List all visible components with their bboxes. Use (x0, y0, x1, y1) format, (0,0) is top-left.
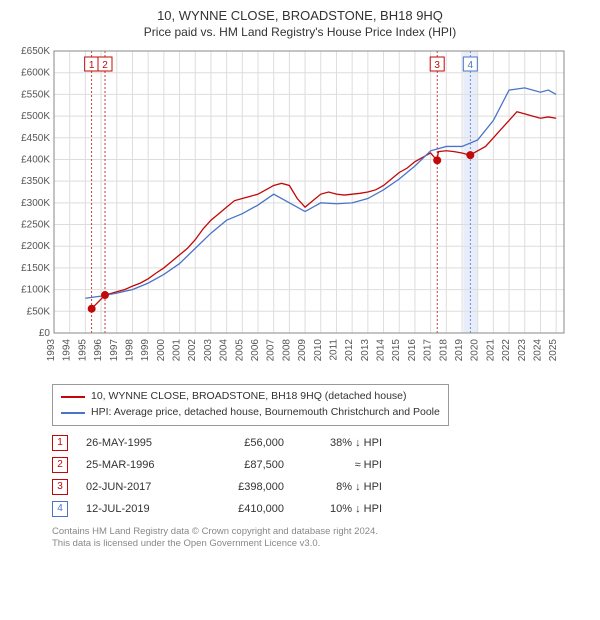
page-subtitle: Price paid vs. HM Land Registry's House … (12, 25, 588, 39)
svg-text:£200K: £200K (21, 241, 50, 252)
chart-area: £0 £50K £100K £150K £200K £250K £300K £350K £400… (12, 45, 588, 378)
svg-text:3: 3 (434, 60, 440, 71)
transaction-relative: 38% ↓ HPI (302, 437, 382, 449)
svg-text:£300K: £300K (21, 198, 50, 209)
svg-text:2020: 2020 (470, 339, 481, 362)
transaction-price: £398,000 (204, 481, 284, 493)
page-title: 10, WYNNE CLOSE, BROADSTONE, BH18 9HQ (12, 8, 588, 23)
transaction-badge: 3 (52, 479, 68, 495)
legend-label: HPI: Average price, detached house, Bour… (91, 405, 440, 421)
svg-text:2005: 2005 (234, 339, 245, 362)
transaction-date: 12-JUL-2019 (86, 503, 186, 515)
svg-text:2003: 2003 (203, 339, 214, 362)
legend-swatch (61, 412, 85, 414)
transaction-row: 2 25-MAR-1996 £87,500 ≈ HPI (52, 454, 588, 476)
svg-text:4: 4 (468, 60, 474, 71)
svg-text:2024: 2024 (532, 339, 543, 362)
svg-text:1999: 1999 (140, 339, 151, 362)
svg-text:£400K: £400K (21, 154, 50, 165)
svg-text:£600K: £600K (21, 68, 50, 79)
footer-attribution: Contains HM Land Registry data © Crown c… (52, 526, 588, 552)
svg-text:£550K: £550K (21, 89, 50, 100)
svg-text:£650K: £650K (21, 46, 50, 57)
svg-text:2010: 2010 (313, 339, 324, 362)
svg-text:1998: 1998 (124, 339, 135, 362)
svg-text:1: 1 (89, 60, 95, 71)
footer-line-1: Contains HM Land Registry data © Crown c… (52, 526, 588, 539)
transaction-badge: 2 (52, 457, 68, 473)
svg-text:2016: 2016 (407, 339, 418, 362)
svg-text:2014: 2014 (376, 339, 387, 362)
svg-text:2015: 2015 (391, 339, 402, 362)
legend-row: HPI: Average price, detached house, Bour… (61, 405, 440, 421)
svg-text:2007: 2007 (266, 339, 277, 362)
svg-text:2025: 2025 (548, 339, 559, 362)
transaction-relative: ≈ HPI (302, 459, 382, 471)
legend: 10, WYNNE CLOSE, BROADSTONE, BH18 9HQ (d… (52, 384, 449, 426)
svg-text:2000: 2000 (156, 339, 167, 362)
svg-text:2021: 2021 (485, 339, 496, 362)
svg-text:2013: 2013 (360, 339, 371, 362)
legend-label: 10, WYNNE CLOSE, BROADSTONE, BH18 9HQ (d… (91, 389, 407, 405)
transaction-relative: 10% ↓ HPI (302, 503, 382, 515)
svg-text:£150K: £150K (21, 263, 50, 274)
transaction-badge: 1 (52, 435, 68, 451)
svg-text:2018: 2018 (438, 339, 449, 362)
transaction-row: 1 26-MAY-1995 £56,000 38% ↓ HPI (52, 432, 588, 454)
transaction-date: 26-MAY-1995 (86, 437, 186, 449)
svg-text:£50K: £50K (27, 306, 51, 317)
transaction-row: 3 02-JUN-2017 £398,000 8% ↓ HPI (52, 476, 588, 498)
svg-text:£100K: £100K (21, 285, 50, 296)
svg-text:2023: 2023 (517, 339, 528, 362)
chart-svg: £0 £50K £100K £150K £200K £250K £300K £350K £400… (12, 45, 572, 375)
svg-text:£350K: £350K (21, 176, 50, 187)
svg-text:1993: 1993 (46, 339, 57, 362)
svg-text:£450K: £450K (21, 133, 50, 144)
svg-text:2009: 2009 (297, 339, 308, 362)
svg-text:2022: 2022 (501, 339, 512, 362)
transaction-price: £56,000 (204, 437, 284, 449)
svg-text:2004: 2004 (219, 339, 230, 362)
transaction-date: 02-JUN-2017 (86, 481, 186, 493)
svg-text:2008: 2008 (281, 339, 292, 362)
svg-text:£500K: £500K (21, 111, 50, 122)
svg-text:1994: 1994 (62, 339, 73, 362)
transactions-table: 126-MAY-1995£56,00038% ↓ HPI225-MAR-1996… (52, 432, 588, 520)
svg-text:2001: 2001 (172, 339, 183, 362)
svg-text:1997: 1997 (109, 339, 120, 362)
transaction-row: 4 12-JUL-2019 £410,000 10% ↓ HPI (52, 498, 588, 520)
svg-text:£0: £0 (39, 328, 51, 339)
svg-text:2017: 2017 (423, 339, 434, 362)
transaction-badge: 4 (52, 501, 68, 517)
transaction-price: £410,000 (204, 503, 284, 515)
svg-text:2011: 2011 (328, 339, 339, 361)
svg-text:2002: 2002 (187, 339, 198, 362)
svg-text:£250K: £250K (21, 220, 50, 231)
svg-text:2006: 2006 (250, 339, 261, 362)
svg-text:2: 2 (102, 60, 108, 71)
svg-text:1996: 1996 (93, 339, 104, 362)
transaction-date: 25-MAR-1996 (86, 459, 186, 471)
svg-text:2012: 2012 (344, 339, 355, 362)
footer-line-2: This data is licensed under the Open Gov… (52, 538, 588, 551)
transaction-relative: 8% ↓ HPI (302, 481, 382, 493)
svg-text:1995: 1995 (77, 339, 88, 362)
legend-swatch (61, 396, 85, 398)
transaction-price: £87,500 (204, 459, 284, 471)
svg-text:2019: 2019 (454, 339, 465, 362)
legend-row: 10, WYNNE CLOSE, BROADSTONE, BH18 9HQ (d… (61, 389, 440, 405)
